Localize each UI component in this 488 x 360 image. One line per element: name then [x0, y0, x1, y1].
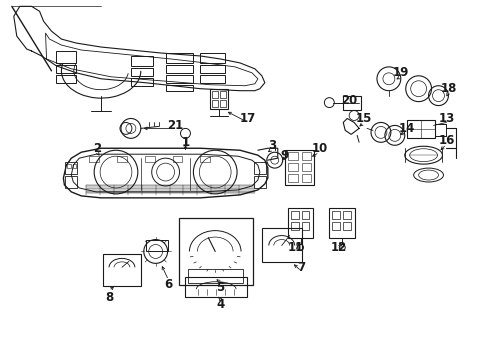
Bar — [131, 78, 152, 86]
Bar — [117, 156, 127, 162]
Bar — [212, 91, 218, 98]
Text: 4: 4 — [216, 297, 224, 311]
Bar — [343, 211, 350, 219]
Bar — [200, 156, 210, 162]
Text: 21: 21 — [167, 119, 183, 132]
Bar — [301, 222, 309, 230]
Bar — [165, 85, 193, 91]
Text: 1: 1 — [181, 136, 189, 149]
Bar — [301, 211, 309, 219]
Bar — [73, 164, 76, 168]
Text: 5: 5 — [216, 281, 224, 294]
Bar — [343, 222, 350, 230]
Bar — [287, 174, 297, 182]
Bar — [287, 152, 297, 160]
Bar — [165, 53, 193, 63]
Bar — [220, 91, 225, 98]
Bar — [332, 222, 340, 230]
Bar — [200, 75, 224, 83]
Text: 9: 9 — [280, 149, 288, 162]
Bar — [210, 89, 228, 109]
Bar — [56, 75, 76, 83]
Text: 8: 8 — [105, 291, 113, 303]
Bar — [212, 100, 218, 107]
Text: 2: 2 — [93, 142, 101, 155]
Bar — [178, 218, 252, 285]
Bar — [262, 228, 301, 262]
Bar — [144, 156, 154, 162]
Bar — [145, 239, 167, 251]
Text: 15: 15 — [355, 112, 371, 125]
Bar — [89, 156, 99, 162]
Text: 18: 18 — [439, 82, 456, 95]
Bar — [287, 208, 313, 238]
Bar — [290, 211, 298, 219]
Bar — [332, 211, 340, 219]
Bar — [185, 277, 246, 297]
Text: 13: 13 — [437, 112, 454, 125]
Bar — [290, 222, 298, 230]
Bar — [172, 156, 182, 162]
Bar — [131, 56, 152, 66]
Bar — [131, 68, 152, 76]
Text: 14: 14 — [398, 122, 414, 135]
Text: 11: 11 — [287, 241, 303, 254]
Text: 7: 7 — [297, 261, 305, 274]
Text: 17: 17 — [239, 112, 256, 125]
Bar — [200, 53, 224, 63]
Bar — [65, 162, 77, 174]
Bar — [200, 65, 224, 73]
Bar — [67, 164, 71, 168]
Bar — [284, 150, 314, 185]
Bar — [253, 176, 265, 188]
Bar — [301, 163, 311, 171]
Text: 6: 6 — [164, 278, 172, 291]
Text: 20: 20 — [340, 94, 357, 107]
Bar — [343, 96, 360, 109]
Bar — [165, 75, 193, 83]
Bar — [188, 269, 243, 283]
Text: 19: 19 — [392, 66, 408, 79]
Text: 3: 3 — [267, 139, 275, 152]
Bar — [301, 174, 311, 182]
Bar — [287, 163, 297, 171]
Text: 12: 12 — [330, 241, 346, 254]
Bar — [328, 208, 354, 238]
Text: 10: 10 — [311, 142, 327, 155]
Bar — [301, 152, 311, 160]
Bar — [406, 121, 434, 138]
Bar — [56, 65, 76, 73]
Bar — [103, 255, 141, 286]
Bar — [65, 176, 77, 188]
Text: 16: 16 — [437, 134, 454, 147]
Bar — [56, 51, 76, 63]
Bar — [220, 100, 225, 107]
Bar — [165, 65, 193, 73]
Bar — [253, 162, 265, 174]
